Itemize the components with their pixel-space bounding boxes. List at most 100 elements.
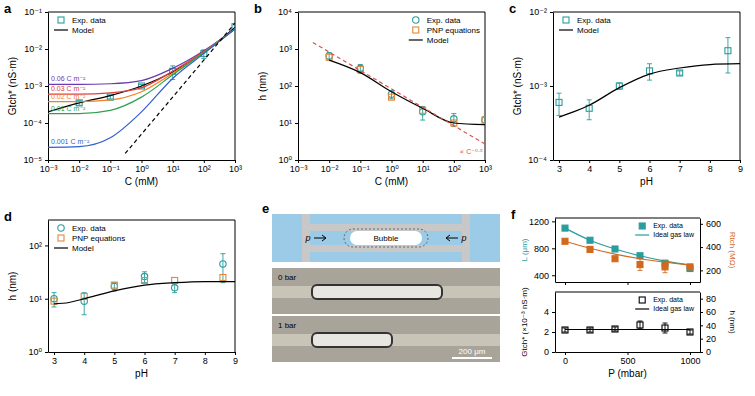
- tick-label: 10⁻³: [529, 81, 547, 91]
- frame: [48, 220, 235, 221]
- error-bar: [142, 272, 147, 283]
- axis-xticks: [556, 282, 701, 285]
- point: [637, 322, 643, 328]
- point: [451, 116, 457, 122]
- panel-label: a: [4, 1, 12, 16]
- tick: 10⁻¹: [24, 7, 48, 17]
- frame: [298, 12, 485, 13]
- axis-xticks: 10⁻³10⁻²10⁻¹10⁰10¹10²10³: [40, 160, 242, 174]
- tick: 20: [700, 334, 716, 344]
- error-bar: [82, 293, 87, 315]
- frame: [235, 220, 236, 352]
- legend-item: Model: [54, 244, 94, 253]
- error-bar: [725, 38, 730, 73]
- tick: 10⁴: [278, 7, 298, 17]
- legend-swatch: [559, 29, 573, 30]
- tick: 400: [700, 242, 721, 252]
- tick-mark: [628, 282, 629, 285]
- y2-axis-title: h (nm): [728, 310, 737, 333]
- legend-label: Ideal gas law: [653, 231, 695, 239]
- tick-label: 10²: [29, 241, 42, 251]
- frame: [48, 12, 235, 13]
- wall: [302, 214, 310, 262]
- legend: Exp. dataPNP equationsModel: [54, 224, 125, 253]
- tick-label: 10⁻¹: [102, 164, 120, 174]
- axis-line: [554, 160, 741, 161]
- tick: 10¹: [279, 118, 298, 128]
- error-bar: [647, 64, 652, 80]
- tick: 5: [617, 160, 622, 174]
- tick-label: 10⁰: [135, 164, 149, 174]
- tick-mark: [175, 352, 176, 355]
- photo: [272, 316, 500, 362]
- line: [48, 29, 235, 102]
- tick-mark: [235, 160, 236, 163]
- line: [48, 29, 235, 94]
- y-axis-title: L (μm): [520, 238, 529, 261]
- tick-mark: [45, 86, 48, 87]
- tick: 60: [700, 307, 716, 317]
- tick-label: 7: [173, 356, 178, 366]
- tick: 40: [700, 321, 716, 331]
- tick-mark: [552, 312, 555, 313]
- tick-label: 10⁻³: [24, 81, 42, 91]
- tick: 6: [143, 352, 148, 366]
- tick: 10²: [279, 81, 298, 91]
- tick-mark: [360, 160, 361, 163]
- tick-label: 9: [738, 164, 743, 174]
- line: [48, 29, 235, 147]
- tick-label: 5: [617, 164, 622, 174]
- tick-label: 3: [557, 164, 562, 174]
- y-axis-title: Gtch* (nS·m): [7, 57, 18, 115]
- tick-mark: [552, 248, 555, 249]
- tick-mark: [142, 160, 143, 163]
- axis-yticks: 10⁰10¹10²: [28, 221, 48, 358]
- tick-label: 60: [706, 307, 716, 317]
- tick-mark: [700, 325, 703, 326]
- tick-mark: [550, 86, 553, 87]
- tick: 0: [563, 352, 568, 366]
- line-label: 0.06 C m⁻²: [51, 75, 86, 82]
- tick-mark: [173, 160, 174, 163]
- tick-mark: [740, 160, 741, 163]
- tick-label: 2: [544, 327, 549, 337]
- axis-line: [48, 13, 49, 161]
- tick-mark: [295, 160, 298, 161]
- pressure-arrow: [446, 235, 458, 241]
- error-bar: [688, 330, 693, 334]
- tick-label: 600: [706, 219, 721, 229]
- axis-line: [555, 219, 556, 283]
- tick: 5: [112, 352, 117, 366]
- tick: 10⁻²: [529, 7, 553, 17]
- tick-label: 80: [706, 294, 716, 304]
- axis-yticks: 10⁻⁴10⁻³10⁻²: [528, 7, 553, 165]
- error-bar: [112, 283, 117, 291]
- legend-label: Model: [72, 244, 94, 253]
- tick-label: 10¹: [29, 294, 42, 304]
- tick-mark: [565, 282, 566, 285]
- tick-mark: [550, 160, 553, 161]
- tick-mark: [84, 352, 85, 355]
- legend-item: Exp. data: [58, 224, 107, 233]
- tick: 10⁻²: [24, 44, 48, 54]
- chart-panel: 4008001200200400600fL (μm)Rtch (MΩ)Exp. …: [511, 207, 737, 285]
- bubble-outline: [344, 229, 428, 247]
- legend-label: Model: [577, 26, 599, 35]
- point: [556, 99, 562, 105]
- line: [559, 64, 740, 117]
- tick-mark: [45, 49, 48, 50]
- point: [142, 277, 148, 283]
- legend-swatch: [54, 29, 68, 30]
- y-axis-title: h (nm): [7, 272, 18, 301]
- bubble-label: Bubble: [374, 234, 399, 243]
- tick: [565, 282, 566, 285]
- point: [111, 283, 117, 289]
- legend-item: Exp. data: [639, 222, 683, 230]
- legend-item: Exp. data: [58, 16, 106, 25]
- legend-label: Exp. data: [577, 16, 611, 25]
- tick-label: 6: [143, 356, 148, 366]
- legend-swatch: [639, 223, 645, 229]
- tick-mark: [700, 270, 703, 271]
- tick: 10⁻²: [321, 160, 339, 174]
- tick-label: 8: [203, 356, 208, 366]
